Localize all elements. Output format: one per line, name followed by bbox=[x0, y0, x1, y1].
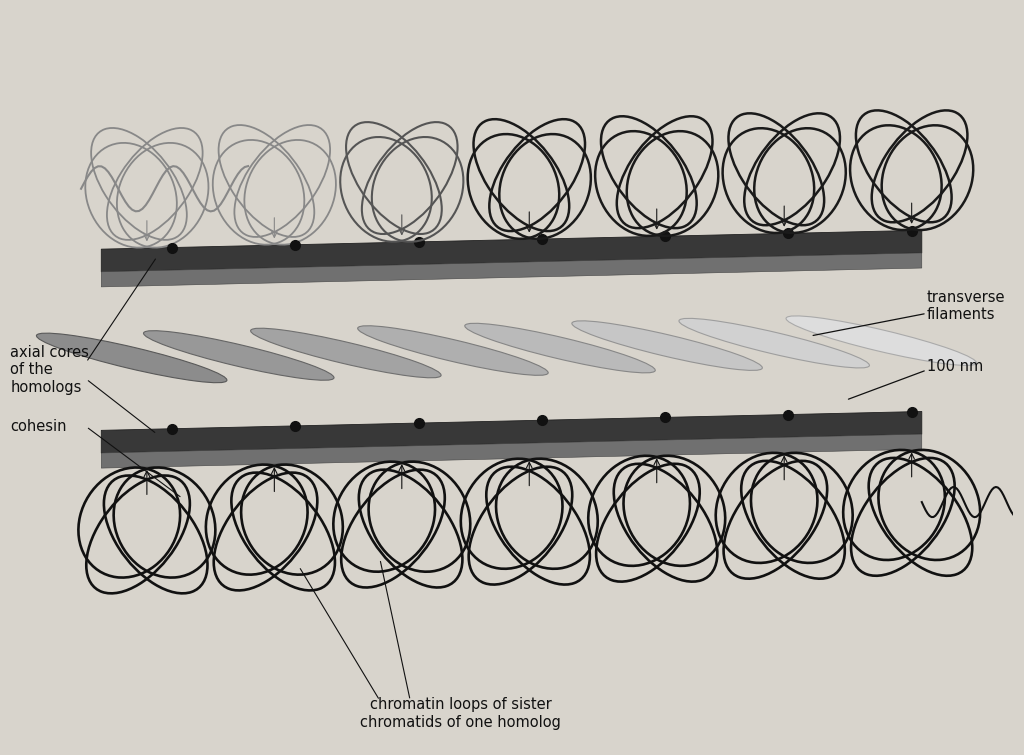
Ellipse shape bbox=[786, 316, 977, 365]
Text: 100 nm: 100 nm bbox=[927, 359, 983, 374]
Text: cohesin: cohesin bbox=[10, 419, 67, 434]
Ellipse shape bbox=[571, 321, 762, 371]
Ellipse shape bbox=[679, 319, 869, 368]
Ellipse shape bbox=[251, 328, 441, 378]
Ellipse shape bbox=[465, 323, 655, 373]
Polygon shape bbox=[101, 434, 922, 468]
Text: transverse
filaments: transverse filaments bbox=[927, 290, 1006, 322]
Polygon shape bbox=[101, 253, 922, 287]
Text: axial cores
of the
homologs: axial cores of the homologs bbox=[10, 345, 89, 395]
Ellipse shape bbox=[37, 333, 227, 383]
Polygon shape bbox=[101, 230, 922, 272]
Ellipse shape bbox=[143, 331, 334, 381]
Ellipse shape bbox=[357, 325, 548, 375]
Polygon shape bbox=[101, 411, 922, 453]
Text: chromatin loops of sister
chromatids of one homolog: chromatin loops of sister chromatids of … bbox=[360, 698, 561, 729]
